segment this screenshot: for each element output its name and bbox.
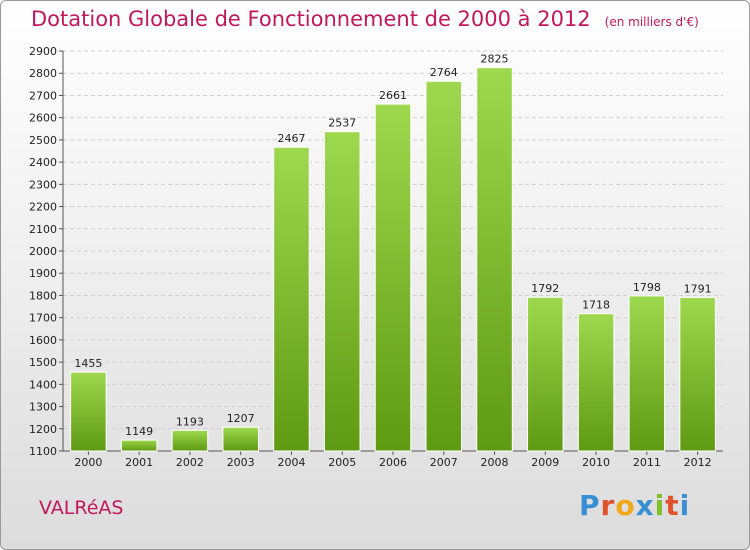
x-tick-label: 2003 <box>227 456 255 469</box>
value-label: 1718 <box>582 299 610 312</box>
x-tick-label: 2006 <box>379 456 407 469</box>
y-tick-label: 1200 <box>29 423 57 436</box>
x-tick-label: 2011 <box>633 456 661 469</box>
chart-title: Dotation Globale de Fonctionnement de 20… <box>31 7 699 31</box>
commune-name: VALRéAS <box>39 497 124 519</box>
value-label: 2537 <box>328 117 356 130</box>
chart-title-text: Dotation Globale de Fonctionnement de 20… <box>31 7 591 31</box>
y-tick-label: 2000 <box>29 245 57 258</box>
bar-2002 <box>171 429 209 452</box>
chart-unit-note: (en milliers d'€) <box>604 15 699 29</box>
value-label: 2825 <box>481 53 509 66</box>
bars <box>70 67 716 452</box>
value-label: 1791 <box>684 282 712 295</box>
x-tick-label: 2004 <box>277 456 305 469</box>
proxiti-logo[interactable]: Proxiti <box>579 489 690 522</box>
x-tick-label: 2002 <box>176 456 204 469</box>
y-tick-label: 2700 <box>29 89 57 102</box>
x-tick-label: 2001 <box>125 456 153 469</box>
y-tick-label: 1600 <box>29 334 57 347</box>
labels: 1100 1200 1300 1400 1500 1600 1700 1800 1900 2000… <box>29 45 712 469</box>
y-tick-label: 2500 <box>29 134 57 147</box>
bar-2005 <box>323 131 361 452</box>
value-label: 1792 <box>531 282 559 295</box>
value-label: 1207 <box>227 412 255 425</box>
logo-letter: r <box>600 489 616 522</box>
x-tick-label: 2012 <box>684 456 712 469</box>
bar-2012 <box>679 296 716 452</box>
x-tick-label: 2005 <box>328 456 356 469</box>
y-tick-label: 1100 <box>29 445 57 458</box>
x-tick-label: 2000 <box>74 456 102 469</box>
y-tick-label: 1400 <box>29 378 57 391</box>
y-tick-label: 1300 <box>29 401 57 414</box>
y-tick-label: 1700 <box>29 312 57 325</box>
value-label: 2661 <box>379 89 407 102</box>
logo-letter: t <box>665 489 680 522</box>
y-tick-label: 2900 <box>29 45 57 58</box>
bar-2011 <box>628 295 666 452</box>
y-tick-label: 1800 <box>29 289 57 302</box>
x-tick-label: 2008 <box>481 456 509 469</box>
y-tick-label: 2100 <box>29 223 57 236</box>
y-tick-label: 2800 <box>29 67 57 80</box>
bar-2001 <box>120 439 158 452</box>
x-tick-label: 2010 <box>582 456 610 469</box>
bar-2000 <box>70 371 107 452</box>
logo-letter: i <box>679 489 691 522</box>
value-label: 1149 <box>125 425 153 438</box>
y-tick-label: 1900 <box>29 267 57 280</box>
x-tick-label: 2009 <box>531 456 559 469</box>
value-label: 2764 <box>430 66 458 79</box>
logo-letter: o <box>615 489 636 522</box>
y-tick-label: 2600 <box>29 112 57 125</box>
bar-2006 <box>374 103 412 452</box>
y-tick-label: 2400 <box>29 156 57 169</box>
bar-2007 <box>425 80 463 452</box>
logo-letter: P <box>579 489 601 522</box>
y-tick-label: 2200 <box>29 201 57 214</box>
logo-letter: i <box>654 489 666 522</box>
value-label: 1455 <box>74 357 102 370</box>
value-label: 2467 <box>277 132 305 145</box>
value-label: 1798 <box>633 281 661 294</box>
logo-letter: x <box>635 489 655 522</box>
bar-2008 <box>476 67 513 452</box>
bar-2003 <box>222 426 259 452</box>
bar-2004 <box>273 146 310 452</box>
y-tick-label: 2300 <box>29 178 57 191</box>
y-tick-label: 1500 <box>29 356 57 369</box>
value-label: 1193 <box>176 415 204 428</box>
x-tick-label: 2007 <box>430 456 458 469</box>
bar-2009 <box>527 296 564 452</box>
bar-2010 <box>577 313 615 452</box>
